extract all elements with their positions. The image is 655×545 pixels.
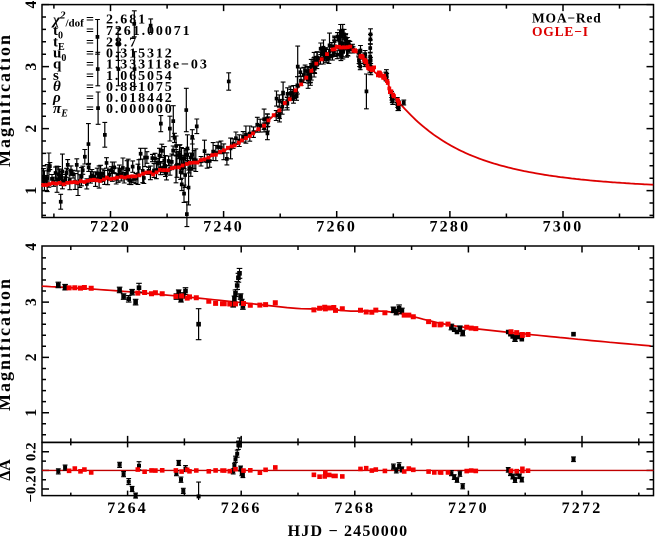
svg-text:7260: 7260 bbox=[316, 219, 357, 236]
svg-text:=: = bbox=[86, 35, 94, 50]
svg-text:2: 2 bbox=[23, 124, 40, 132]
svg-text:7268: 7268 bbox=[334, 500, 375, 517]
svg-text:7261.00071: 7261.00071 bbox=[106, 24, 192, 39]
svg-text:s: s bbox=[53, 68, 59, 84]
svg-text:=: = bbox=[86, 24, 94, 39]
svg-text:HJD − 2450000: HJD − 2450000 bbox=[288, 523, 409, 540]
svg-text:q: q bbox=[53, 57, 62, 73]
svg-text:2.681: 2.681 bbox=[106, 13, 147, 28]
svg-text:0: 0 bbox=[24, 467, 40, 475]
svg-text:=: = bbox=[86, 102, 94, 117]
svg-text:3: 3 bbox=[23, 298, 40, 306]
svg-text:θ: θ bbox=[53, 79, 61, 95]
svg-text:=: = bbox=[86, 13, 94, 28]
svg-text:4: 4 bbox=[23, 243, 40, 251]
svg-text:1.333118e−03: 1.333118e−03 bbox=[106, 58, 209, 73]
svg-text:7270: 7270 bbox=[448, 500, 489, 517]
svg-text:28.7: 28.7 bbox=[106, 35, 138, 50]
svg-text:0.018442: 0.018442 bbox=[106, 91, 174, 106]
svg-text:0.2: 0.2 bbox=[24, 442, 40, 461]
svg-text:ΔA: ΔA bbox=[0, 459, 14, 481]
svg-text:0.000000: 0.000000 bbox=[106, 102, 174, 117]
svg-text:7280: 7280 bbox=[429, 219, 470, 236]
svg-text:0.881075: 0.881075 bbox=[106, 80, 174, 95]
svg-text:=: = bbox=[86, 58, 94, 73]
svg-text:1: 1 bbox=[23, 187, 40, 195]
svg-text:1.065054: 1.065054 bbox=[106, 69, 174, 84]
svg-text:=: = bbox=[86, 47, 94, 62]
svg-text:7220: 7220 bbox=[90, 219, 131, 236]
svg-text:1: 1 bbox=[23, 409, 40, 417]
svg-text:4: 4 bbox=[23, 0, 40, 8]
svg-text:2: 2 bbox=[23, 353, 40, 361]
svg-text:7300: 7300 bbox=[543, 219, 584, 236]
svg-text:7240: 7240 bbox=[203, 219, 244, 236]
svg-text:7266: 7266 bbox=[221, 500, 262, 517]
svg-text:3: 3 bbox=[23, 62, 40, 70]
svg-text:ρ: ρ bbox=[52, 90, 61, 106]
svg-text:=: = bbox=[86, 69, 94, 84]
svg-text:Magnification: Magnification bbox=[0, 277, 14, 411]
svg-text:7272: 7272 bbox=[562, 500, 603, 517]
svg-text:Magnification: Magnification bbox=[0, 33, 14, 167]
svg-text:MOA−Red: MOA−Red bbox=[532, 11, 602, 26]
svg-text:0.315312: 0.315312 bbox=[106, 47, 174, 62]
svg-text:OGLE−I: OGLE−I bbox=[532, 24, 589, 39]
svg-text:=: = bbox=[86, 80, 94, 95]
svg-text:7264: 7264 bbox=[107, 500, 148, 517]
svg-text:−0.2: −0.2 bbox=[24, 475, 40, 502]
svg-text:t0: t0 bbox=[53, 23, 63, 42]
svg-text:=: = bbox=[86, 91, 94, 106]
